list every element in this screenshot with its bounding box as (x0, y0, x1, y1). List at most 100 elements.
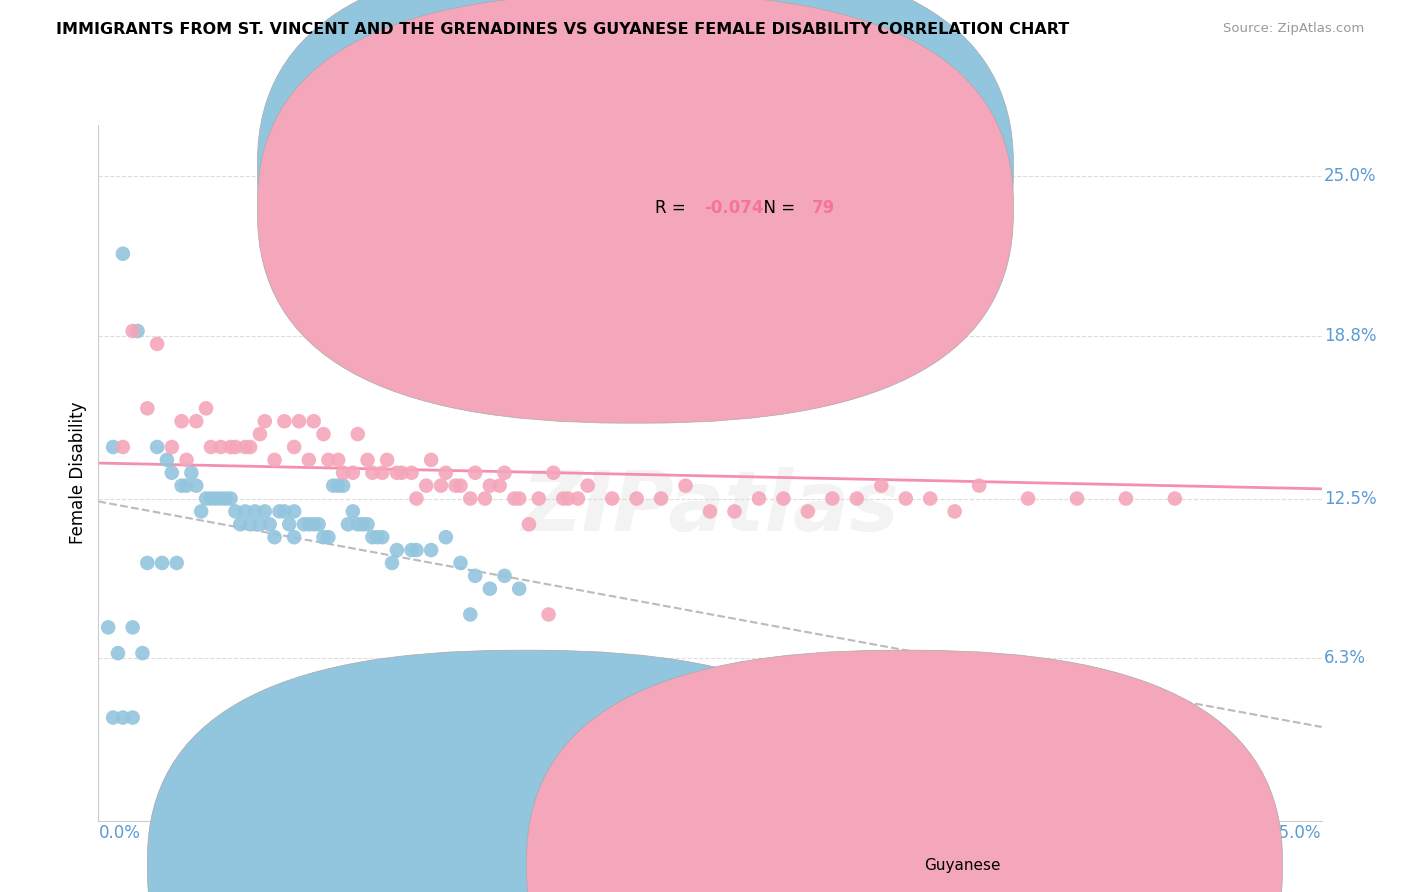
Point (170, 414, 193, 428)
Point (557, 491, 579, 506)
FancyBboxPatch shape (527, 650, 1282, 892)
Point (391, 466, 413, 480)
Point (328, 478, 350, 492)
Point (302, 517, 325, 532)
Point (283, 440, 305, 454)
Text: 25.0%: 25.0% (1324, 168, 1376, 186)
Point (1115, 491, 1137, 506)
Point (444, 478, 467, 492)
Point (527, 491, 550, 506)
Point (450, 478, 472, 492)
Text: Guyanese: Guyanese (924, 858, 1001, 872)
Point (371, 530, 394, 544)
Point (186, 478, 208, 492)
Point (600, 491, 623, 506)
Point (430, 478, 453, 492)
Point (450, 556, 472, 570)
Point (278, 517, 301, 532)
Point (312, 530, 335, 544)
Point (508, 491, 530, 506)
Point (464, 466, 486, 480)
Point (458, 491, 481, 506)
Point (259, 517, 281, 532)
Point (214, 491, 236, 506)
Point (401, 543, 423, 558)
Point (361, 466, 384, 480)
Point (553, 491, 575, 506)
Point (420, 543, 443, 558)
Point (458, 607, 481, 622)
Point (543, 466, 565, 480)
Point (478, 478, 501, 492)
Point (249, 427, 271, 442)
Point (269, 504, 291, 518)
Point (195, 491, 218, 506)
FancyBboxPatch shape (257, 0, 1014, 384)
Point (253, 414, 276, 428)
Point (488, 478, 510, 492)
Point (420, 453, 443, 467)
Point (1017, 491, 1039, 506)
Point (121, 324, 143, 338)
Point (160, 466, 183, 480)
Point (894, 491, 917, 506)
Point (219, 491, 242, 506)
Point (567, 491, 589, 506)
Point (107, 646, 129, 660)
Point (288, 414, 311, 428)
Point (503, 491, 526, 506)
Point (336, 517, 359, 532)
Text: N =: N = (752, 159, 800, 178)
Point (131, 646, 153, 660)
Point (405, 543, 427, 558)
Point (346, 517, 368, 532)
Point (121, 620, 143, 634)
Point (366, 530, 388, 544)
Point (967, 478, 990, 492)
Point (239, 517, 262, 532)
Point (273, 414, 295, 428)
Text: Source: ZipAtlas.com: Source: ZipAtlas.com (1223, 22, 1364, 36)
Point (478, 582, 501, 596)
Point (200, 491, 222, 506)
Point (332, 478, 354, 492)
Point (298, 517, 321, 532)
Point (1164, 491, 1187, 506)
Text: 18.8%: 18.8% (1324, 327, 1376, 345)
Point (190, 504, 212, 518)
Point (298, 453, 321, 467)
Point (243, 504, 266, 518)
Text: 0.0%: 0.0% (98, 824, 141, 842)
Point (920, 491, 942, 506)
Point (146, 440, 169, 454)
Point (127, 324, 149, 338)
Point (391, 672, 413, 686)
Point (308, 517, 330, 532)
Point (170, 478, 193, 492)
Point (150, 556, 173, 570)
Point (233, 504, 256, 518)
Point (352, 517, 374, 532)
Point (328, 453, 350, 467)
Point (219, 440, 242, 454)
Point (253, 504, 276, 518)
Point (273, 504, 295, 518)
Point (233, 440, 256, 454)
Point (650, 491, 672, 506)
Point (111, 710, 134, 724)
Text: ZIPatlas: ZIPatlas (522, 467, 898, 548)
Point (772, 491, 794, 506)
Point (209, 491, 232, 506)
Point (292, 517, 315, 532)
Point (821, 491, 844, 506)
Point (263, 453, 285, 467)
Point (160, 440, 183, 454)
Point (474, 491, 496, 506)
Point (229, 517, 252, 532)
Point (537, 607, 560, 622)
Point (322, 478, 344, 492)
Point (332, 466, 354, 480)
Text: N =: N = (752, 199, 800, 217)
Point (464, 569, 486, 583)
Text: -0.106: -0.106 (704, 159, 763, 178)
